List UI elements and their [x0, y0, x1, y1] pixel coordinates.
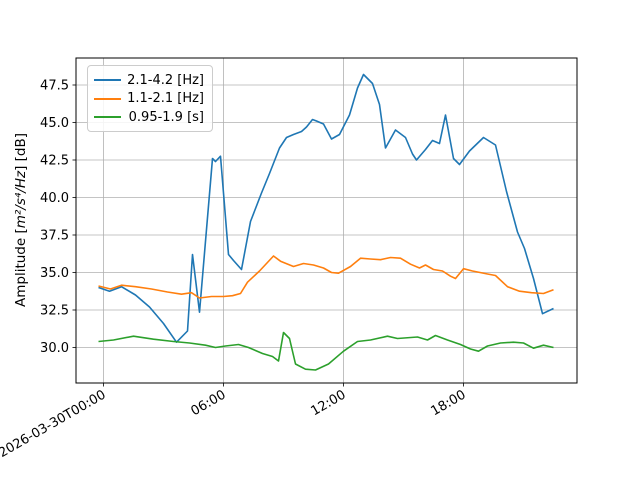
x-tick-label: 12:00 — [309, 387, 349, 419]
y-tick-label: 45.0 — [40, 116, 69, 131]
legend: 2.1-4.2 [Hz] 1.1-2.1 [Hz] 0.95-1.9 [s] — [87, 65, 213, 132]
legend-line-sample-blue — [94, 79, 121, 81]
series-line-1 — [98, 255, 554, 299]
y-axis-label-math: m²/s⁴/Hz — [13, 170, 29, 229]
x-tick-label: 06:00 — [189, 387, 229, 419]
legend-item-0-95-1-9-s: 0.95-1.9 [s] — [94, 108, 204, 126]
legend-item-2-1-4-2-hz: 2.1-4.2 [Hz] — [94, 71, 204, 89]
y-axis-label: Amplitude [m²/s⁴/Hz] [dB] — [13, 133, 29, 307]
legend-label: 0.95-1.9 [s] — [128, 109, 204, 125]
axes-frame — [75, 57, 578, 384]
y-tick-label: 42.5 — [40, 153, 69, 168]
legend-line-sample-green — [94, 116, 121, 118]
legend-label: 2.1-4.2 [Hz] — [127, 72, 204, 88]
y-tick-label: 37.5 — [40, 228, 69, 243]
series-line-2 — [98, 331, 554, 371]
y-axis-label-prefix: Amplitude [ — [13, 228, 29, 308]
y-tick-label: 35.0 — [40, 266, 69, 281]
legend-item-1-1-2-1-hz: 1.1-2.1 [Hz] — [94, 90, 204, 108]
legend-line-sample-orange — [94, 97, 121, 100]
x-tick-label: 2026-03-30T00:00 — [0, 387, 108, 460]
y-tick-label: 32.5 — [40, 303, 69, 318]
y-axis-label-suffix: ] [dB] — [13, 132, 29, 171]
legend-label: 1.1-2.1 [Hz] — [127, 91, 204, 106]
series-line-0 — [98, 73, 554, 344]
y-tick-label: 47.5 — [40, 78, 69, 93]
y-tick-label: 30.0 — [40, 341, 69, 356]
x-tick-label: 18:00 — [429, 387, 469, 419]
y-tick-label: 40.0 — [40, 191, 69, 206]
